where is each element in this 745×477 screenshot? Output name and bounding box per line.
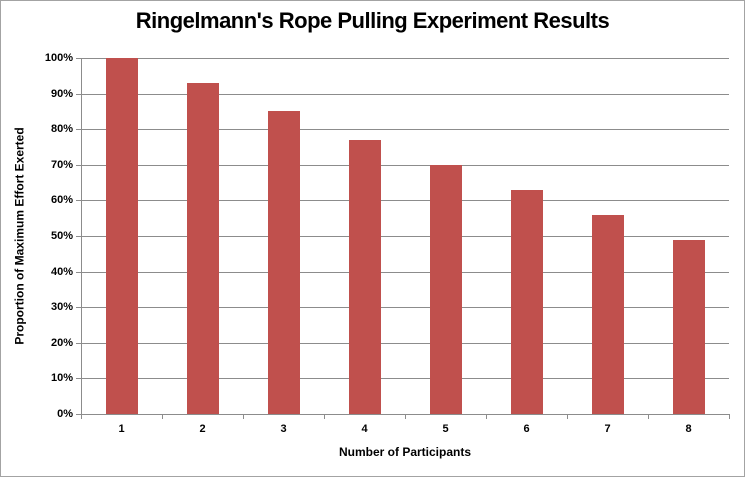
x-tick-5 [486, 414, 487, 419]
y-axis-title-wrap: Proportion of Maximum Effort Exerted [9, 58, 31, 414]
gridline-30 [81, 307, 729, 308]
gridline-20 [81, 343, 729, 344]
x-axis-title: Number of Participants [338, 445, 472, 459]
x-tick-label-5: 5 [442, 423, 449, 435]
bar-8 [673, 240, 705, 414]
x-tick-label-4: 4 [361, 423, 368, 435]
x-tick-label-3: 3 [280, 423, 287, 435]
y-axis-line [81, 58, 82, 415]
y-tick-label-40%: 40% [50, 266, 73, 278]
chart-title: Ringelmann's Rope Pulling Experiment Res… [135, 8, 610, 33]
gridline-90 [81, 94, 729, 95]
y-tick-10% [76, 378, 81, 379]
gridline-10 [81, 378, 729, 379]
x-tick-label-1: 1 [118, 423, 125, 435]
x-tick-label-7: 7 [604, 423, 611, 435]
y-tick-label-50%: 50% [50, 230, 73, 242]
y-tick-90% [76, 94, 81, 95]
y-tick-60% [76, 200, 81, 201]
y-tick-80% [76, 129, 81, 130]
y-tick-40% [76, 272, 81, 273]
y-tick-100% [76, 58, 81, 59]
x-tick-0 [81, 414, 82, 419]
y-axis-title: Proportion of Maximum Effort Exerted [13, 127, 28, 345]
gridline-50 [81, 236, 729, 237]
gridline-40 [81, 272, 729, 273]
y-tick-label-0%: 0% [57, 408, 73, 420]
x-tick-1 [162, 414, 163, 419]
bar-5 [430, 165, 462, 414]
bar-2 [187, 83, 219, 414]
y-tick-label-100%: 100% [44, 52, 73, 64]
x-tick-label-8: 8 [685, 423, 692, 435]
x-tick-3 [324, 414, 325, 419]
x-tick-4 [405, 414, 406, 419]
bar-1 [106, 58, 138, 414]
x-tick-7 [648, 414, 649, 419]
bar-4 [349, 140, 381, 414]
gridline-100 [81, 58, 729, 59]
x-tick-8 [729, 414, 730, 419]
y-tick-0% [76, 414, 81, 415]
x-tick-6 [567, 414, 568, 419]
bar-7 [592, 215, 624, 414]
y-tick-20% [76, 343, 81, 344]
gridline-70 [81, 165, 729, 166]
y-tick-50% [76, 236, 81, 237]
y-tick-label-80%: 80% [50, 123, 73, 135]
y-tick-70% [76, 165, 81, 166]
x-tick-label-2: 2 [199, 423, 206, 435]
y-tick-label-20%: 20% [50, 337, 73, 349]
y-tick-label-60%: 60% [50, 194, 73, 206]
y-tick-label-70%: 70% [50, 159, 73, 171]
y-tick-label-30%: 30% [50, 301, 73, 313]
x-tick-2 [243, 414, 244, 419]
y-tick-label-90%: 90% [50, 88, 73, 100]
y-tick-30% [76, 307, 81, 308]
bar-3 [268, 111, 300, 414]
gridline-80 [81, 129, 729, 130]
gridline-60 [81, 200, 729, 201]
y-tick-label-10%: 10% [50, 372, 73, 384]
bar-6 [511, 190, 543, 414]
x-tick-label-6: 6 [523, 423, 530, 435]
